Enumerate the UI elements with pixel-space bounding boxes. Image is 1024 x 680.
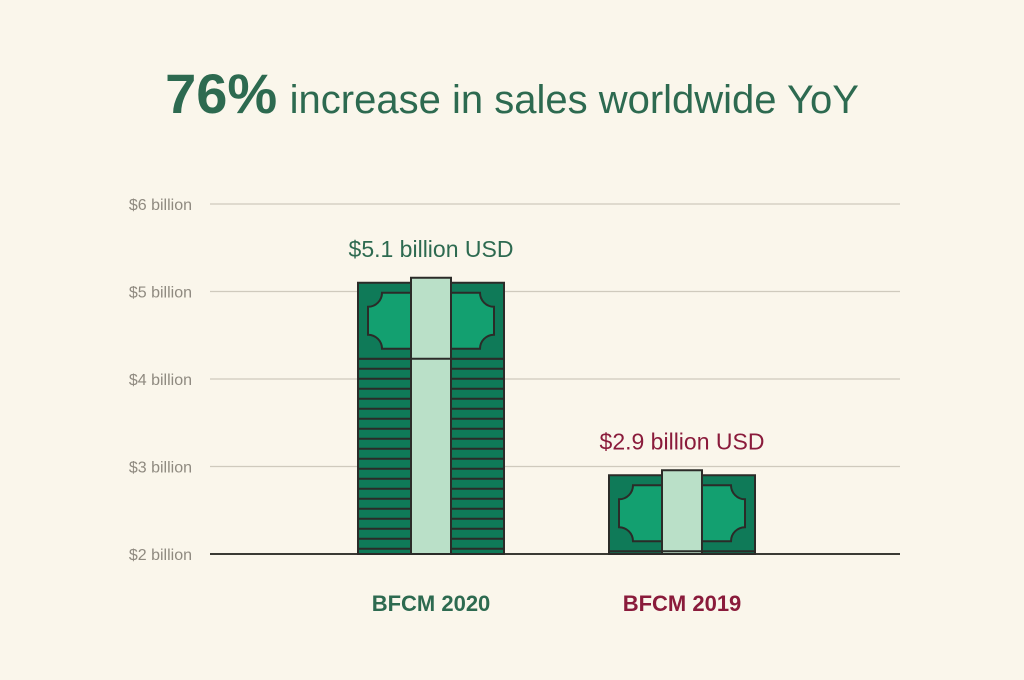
data-label: $5.1 billion USD bbox=[349, 236, 514, 262]
bars bbox=[357, 276, 756, 555]
y-tick-label: $4 billion bbox=[129, 372, 192, 389]
y-tick-label: $2 billion bbox=[129, 547, 192, 564]
y-tick-label: $6 billion bbox=[129, 197, 192, 214]
title-highlight: 76% bbox=[165, 62, 277, 125]
x-category-label: BFCM 2019 bbox=[623, 591, 742, 616]
chart-title: 76% increase in sales worldwide YoY bbox=[165, 62, 859, 125]
bill-band bbox=[661, 469, 703, 555]
title-rest: increase in sales worldwide YoY bbox=[290, 78, 859, 122]
x-category-label: BFCM 2020 bbox=[372, 591, 491, 616]
y-tick-label: $3 billion bbox=[129, 460, 192, 477]
bar-bfcm-2020 bbox=[357, 276, 505, 555]
labels: $5.1 billion USD BFCM 2020 $2.9 billion US… bbox=[349, 236, 765, 616]
bill-band bbox=[410, 276, 452, 555]
bar-bfcm-2019 bbox=[608, 469, 756, 555]
y-tick-label: $5 billion bbox=[129, 285, 192, 302]
grid: $6 billion $5 billion $4 billion $3 billion… bbox=[129, 197, 900, 564]
data-label: $2.9 billion USD bbox=[600, 428, 765, 454]
